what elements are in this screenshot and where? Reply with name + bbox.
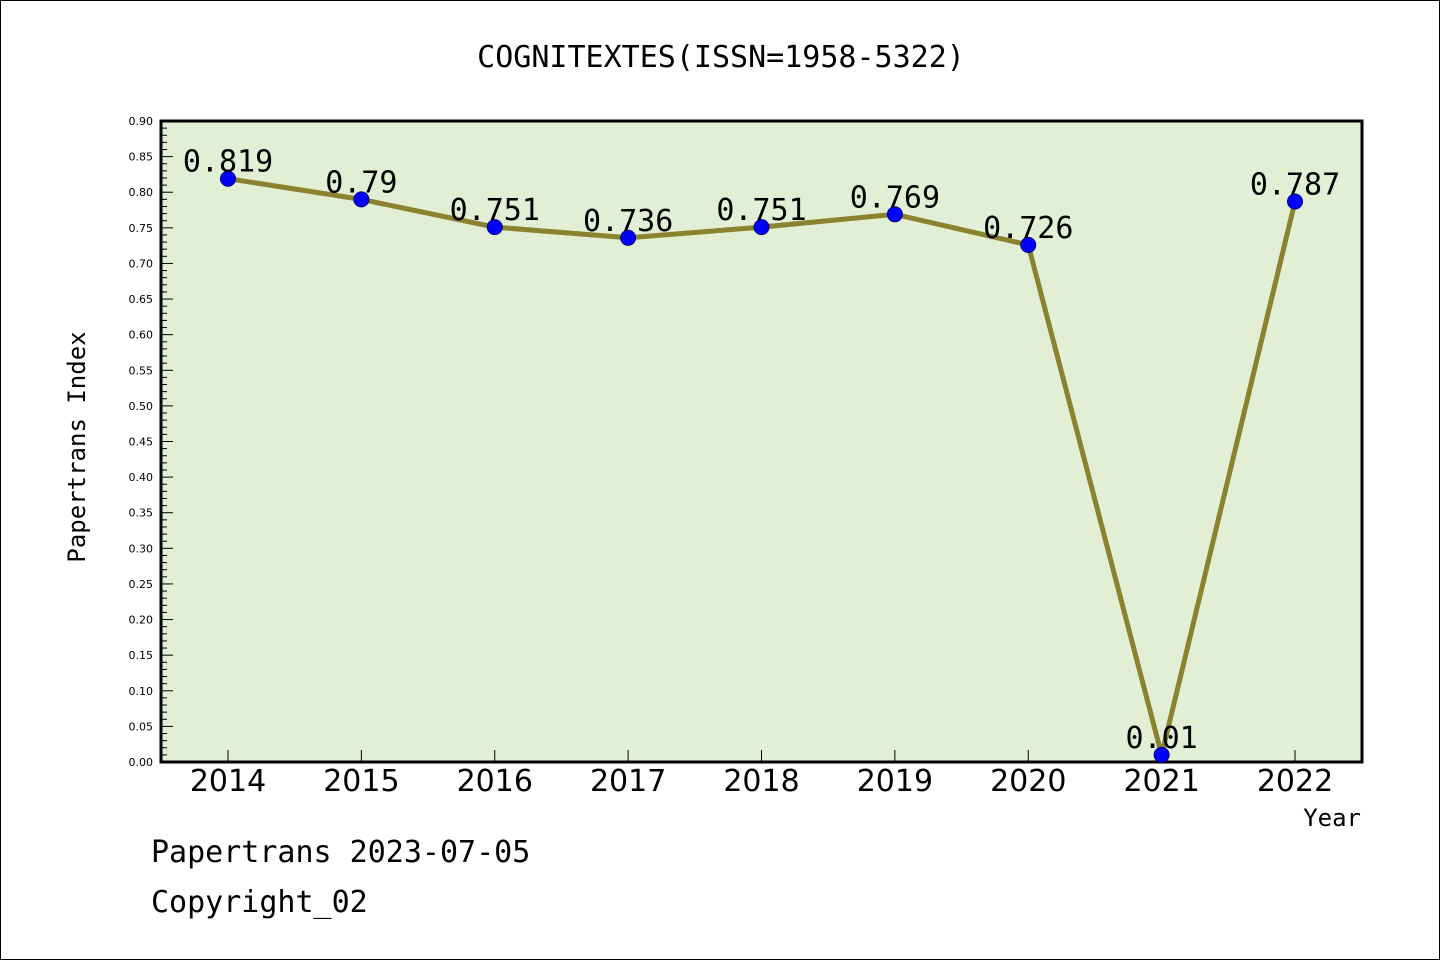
data-label: 0.787 [1250,167,1340,202]
x-tick-label: 2014 [190,764,266,799]
data-point-marker [753,219,770,236]
y-tick-label: 0.90 [129,115,154,128]
y-tick-label: 0.55 [129,364,154,377]
x-tick-label: 2019 [857,764,933,799]
y-tick-label: 0.70 [129,257,154,270]
data-label: 0.751 [450,193,540,228]
data-point-marker [620,229,637,246]
series-line-group [220,170,1303,763]
x-tick-label: 2020 [990,764,1066,799]
x-tick-label: 2018 [723,764,799,799]
y-tick-label: 0.25 [129,578,154,591]
x-tick-label: 2015 [323,764,399,799]
y-tick-label: 0.35 [129,507,154,520]
data-point-marker [353,191,370,208]
x-tick-label: 2016 [457,764,533,799]
y-tick-label: 0.85 [129,151,154,164]
y-tick-label: 0.10 [129,685,154,698]
footer-source: Papertrans 2023-07-05 [151,835,531,870]
x-axis: 2014 2015 2016 2017 2018 2019 2020 2021 2022 [190,750,1333,799]
data-point-marker [1287,193,1303,210]
y-axis-label: Papertrans Index [63,331,91,562]
y-tick-label: 0.75 [129,222,154,235]
y-tick-label: 0.40 [129,471,154,484]
y-tick-label: 0.65 [129,293,154,306]
data-label: 0.736 [583,204,673,239]
y-tick-label: 0.50 [129,400,154,413]
y-axis: 0.00 0.05 0.10 0.15 0.20 0.25 0.30 0.35 0.40 0.45… [129,115,173,769]
data-point-marker [886,206,903,223]
y-tick-label: 0.00 [129,756,154,769]
data-point-marker [486,219,503,236]
data-point-marker [1020,236,1037,253]
data-point-marker [1153,746,1170,763]
y-tick-label: 0.80 [129,186,154,199]
x-tick-label: 2022 [1257,764,1333,799]
data-label: 0.726 [983,211,1073,246]
data-labels: 0.819 0.79 0.751 0.736 0.751 0.769 0.726 0.01 0.… [183,145,1340,756]
y-tick-label: 0.30 [129,542,154,555]
data-point-marker [220,170,236,187]
y-tick-label: 0.60 [129,329,154,342]
data-label: 0.769 [850,180,940,215]
chart-title: COGNITEXTES(ISSN=1958-5322) [477,40,965,75]
data-label: 0.819 [183,145,273,180]
x-axis-label: Year [1303,804,1361,832]
y-tick-label: 0.45 [129,436,154,449]
y-tick-label: 0.20 [129,614,154,627]
x-tick-label: 2017 [590,764,666,799]
y-tick-label: 0.05 [129,720,154,733]
data-label: 0.79 [325,165,397,200]
x-tick-label: 2021 [1123,764,1199,799]
footer-copyright: Copyright_02 [151,885,368,920]
data-label: 0.751 [716,193,806,228]
data-label: 0.01 [1126,721,1198,756]
y-tick-label: 0.15 [129,649,154,662]
